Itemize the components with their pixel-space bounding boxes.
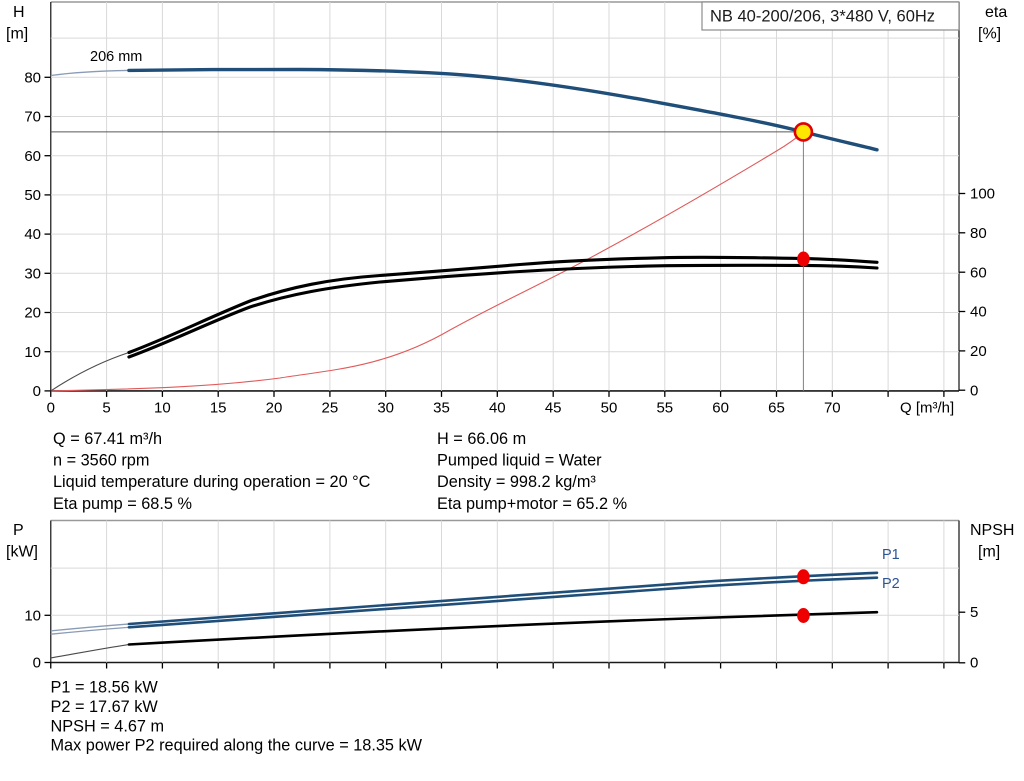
- svg-text:[m]: [m]: [978, 544, 1000, 561]
- svg-text:Liquid temperature during oper: Liquid temperature during operation = 20…: [53, 473, 371, 491]
- svg-text:0: 0: [47, 400, 55, 417]
- svg-text:NPSH: NPSH: [970, 522, 1014, 539]
- svg-text:NB 40-200/206, 3*480 V, 60Hz: NB 40-200/206, 3*480 V, 60Hz: [710, 8, 935, 26]
- svg-text:10: 10: [24, 607, 41, 624]
- svg-text:50: 50: [24, 187, 41, 204]
- svg-text:20: 20: [266, 400, 283, 417]
- svg-text:55: 55: [656, 400, 673, 417]
- svg-text:0: 0: [33, 383, 41, 400]
- svg-text:0: 0: [970, 655, 978, 672]
- svg-text:[kW]: [kW]: [6, 544, 38, 561]
- svg-text:H: H: [13, 4, 25, 21]
- svg-text:60: 60: [24, 148, 41, 165]
- svg-text:35: 35: [433, 400, 450, 417]
- svg-text:80: 80: [970, 225, 987, 242]
- svg-text:Max power P2 required along th: Max power P2 required along the curve = …: [51, 737, 423, 755]
- svg-text:5: 5: [102, 400, 110, 417]
- svg-text:0: 0: [970, 382, 978, 399]
- svg-text:100: 100: [970, 186, 995, 203]
- svg-text:[%]: [%]: [978, 26, 1001, 43]
- svg-text:n = 3560 rpm: n = 3560 rpm: [53, 452, 149, 470]
- svg-text:Density = 998.2 kg/m³: Density = 998.2 kg/m³: [437, 473, 596, 491]
- svg-text:40: 40: [970, 304, 987, 321]
- svg-text:P1 = 18.56 kW: P1 = 18.56 kW: [51, 679, 159, 697]
- svg-text:15: 15: [210, 400, 227, 417]
- svg-text:NPSH = 4.67 m: NPSH = 4.67 m: [51, 717, 165, 735]
- svg-text:30: 30: [24, 265, 41, 282]
- svg-text:65: 65: [768, 400, 785, 417]
- svg-text:40: 40: [489, 400, 506, 417]
- svg-text:Eta pump = 68.5 %: Eta pump = 68.5 %: [53, 495, 192, 513]
- svg-text:0: 0: [33, 655, 41, 672]
- svg-text:P: P: [13, 522, 24, 539]
- svg-text:eta: eta: [985, 4, 1007, 21]
- svg-text:Q [m³/h]: Q [m³/h]: [900, 400, 954, 417]
- svg-text:10: 10: [154, 400, 171, 417]
- svg-text:60: 60: [712, 400, 729, 417]
- svg-text:50: 50: [601, 400, 618, 417]
- svg-text:45: 45: [545, 400, 562, 417]
- svg-text:70: 70: [24, 109, 41, 126]
- svg-text:10: 10: [24, 344, 41, 361]
- svg-text:P1: P1: [882, 547, 900, 563]
- svg-text:H = 66.06 m: H = 66.06 m: [437, 430, 526, 448]
- svg-text:80: 80: [24, 69, 41, 86]
- svg-text:30: 30: [377, 400, 394, 417]
- svg-text:P2: P2: [882, 576, 900, 592]
- svg-text:60: 60: [970, 264, 987, 281]
- svg-text:206 mm: 206 mm: [90, 49, 142, 65]
- svg-text:Pumped liquid = Water: Pumped liquid = Water: [437, 452, 602, 470]
- svg-text:20: 20: [970, 343, 987, 360]
- svg-text:Q = 67.41 m³/h: Q = 67.41 m³/h: [53, 430, 162, 448]
- svg-text:70: 70: [824, 400, 841, 417]
- svg-text:P2 = 17.67 kW: P2 = 17.67 kW: [51, 698, 159, 716]
- svg-text:40: 40: [24, 226, 41, 243]
- svg-text:Eta pump+motor = 65.2 %: Eta pump+motor = 65.2 %: [437, 495, 627, 513]
- svg-text:5: 5: [970, 604, 978, 621]
- svg-text:[m]: [m]: [6, 26, 28, 43]
- svg-text:25: 25: [322, 400, 339, 417]
- svg-text:20: 20: [24, 305, 41, 322]
